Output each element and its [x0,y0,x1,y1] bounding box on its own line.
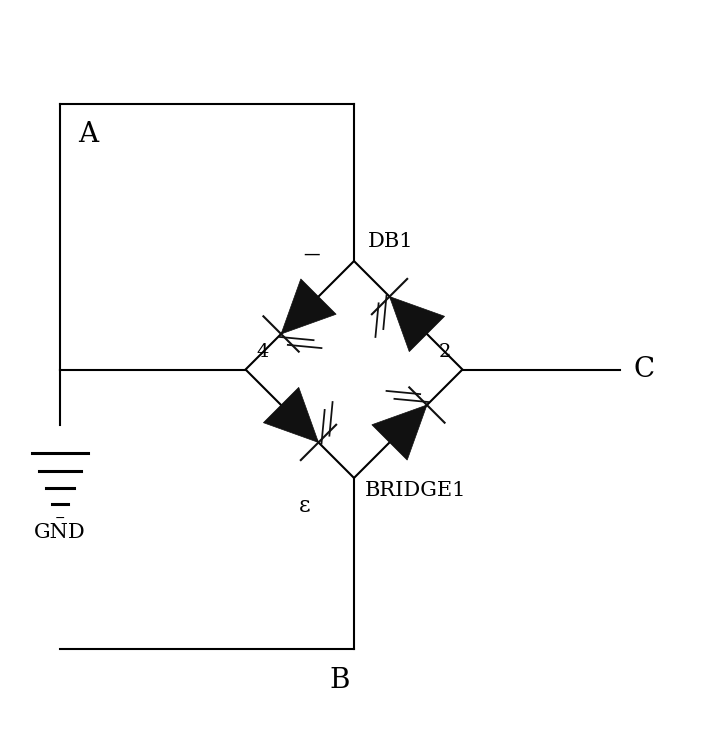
Text: B: B [330,667,350,694]
Text: GND: GND [34,523,86,542]
Text: ε: ε [299,495,311,517]
Text: BRIDGE1: BRIDGE1 [365,481,466,500]
Polygon shape [372,405,427,460]
Polygon shape [281,279,336,334]
Text: 2: 2 [439,343,451,361]
Text: −: − [55,512,65,525]
Polygon shape [389,296,445,352]
Text: C: C [634,356,655,383]
Text: A: A [78,121,98,148]
Text: —: — [304,245,320,263]
Polygon shape [263,387,319,443]
Text: DB1: DB1 [368,231,413,251]
Text: 4: 4 [257,343,269,361]
